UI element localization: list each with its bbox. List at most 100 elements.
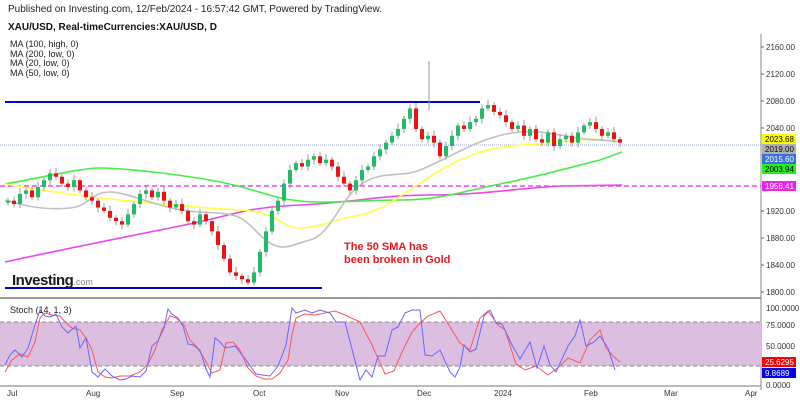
candle (606, 132, 610, 136)
candle (264, 231, 268, 252)
candle (576, 132, 580, 143)
svg-text:1840.00: 1840.00 (766, 261, 795, 270)
candle (156, 191, 160, 198)
svg-text:Sep: Sep (170, 389, 185, 398)
candle (534, 128, 538, 140)
candle (390, 135, 394, 143)
candle (300, 163, 304, 167)
candle (72, 180, 76, 188)
candle (6, 200, 10, 203)
svg-text:2120.00: 2120.00 (766, 70, 795, 79)
annotation-line-1: The 50 SMA has (344, 241, 428, 253)
candle (498, 111, 502, 116)
ma200-line (4, 184, 623, 263)
published-note: Published on Investing.com, 12/Feb/2024 … (8, 4, 382, 15)
candle (132, 204, 136, 215)
candle (144, 190, 148, 194)
candle (432, 135, 436, 143)
candle (114, 217, 118, 222)
candle (180, 204, 184, 211)
candle (588, 122, 592, 126)
svg-text:25.6295: 25.6295 (765, 358, 794, 367)
candle (108, 210, 112, 218)
stoch-axis: 100.0000 75.0000 50.0000 0.0000 (766, 304, 800, 390)
candle (354, 180, 358, 191)
svg-text:Apr: Apr (745, 389, 758, 398)
svg-text:Feb: Feb (584, 389, 598, 398)
stoch-d-line (4, 310, 621, 380)
legend-ma200[interactable]: MA (200, low, 0) (10, 48, 75, 59)
candle (324, 159, 328, 164)
candle (252, 272, 256, 283)
ma50-line (4, 138, 623, 229)
candle (396, 128, 400, 136)
svg-text:0.0000: 0.0000 (766, 381, 791, 390)
candle (570, 135, 574, 143)
stoch-band (0, 322, 761, 366)
svg-text:Nov: Nov (335, 389, 349, 398)
candle (270, 210, 274, 232)
svg-text:100.0000: 100.0000 (766, 304, 800, 313)
svg-text:2019.00: 2019.00 (765, 145, 794, 154)
candle (366, 166, 370, 170)
legend-ma100[interactable]: MA (100, high, 0) (10, 39, 79, 49)
candle (516, 125, 520, 129)
candle (306, 159, 310, 167)
svg-text:75.0000: 75.0000 (766, 321, 795, 330)
candle (18, 193, 22, 205)
candle (582, 125, 586, 133)
stoch-k-line (4, 306, 616, 382)
candle (594, 122, 598, 129)
candle (558, 139, 562, 147)
svg-text:9.8689: 9.8689 (765, 369, 790, 378)
candle (66, 183, 70, 188)
candle (12, 200, 16, 205)
svg-text:1956.41: 1956.41 (765, 182, 794, 191)
candle (426, 135, 430, 140)
ma20-line (4, 130, 623, 248)
candle (48, 173, 52, 181)
candle (462, 125, 466, 129)
candle (414, 108, 418, 129)
candle (330, 159, 334, 167)
candle (486, 105, 490, 109)
svg-text:2003.94: 2003.94 (765, 165, 794, 174)
candle (168, 200, 172, 208)
candle (150, 190, 154, 198)
candle (54, 173, 58, 177)
logo-suffix: .com (73, 277, 93, 287)
candle (288, 169, 292, 184)
svg-text:Mar: Mar (664, 389, 678, 398)
candle (312, 156, 316, 160)
candle (318, 156, 322, 164)
svg-text:2023.68: 2023.68 (765, 135, 794, 144)
candle (84, 190, 88, 198)
candle (216, 231, 220, 246)
svg-text:2080.00: 2080.00 (766, 97, 795, 106)
time-axis: Jul Aug Sep Oct Nov Dec 2024 Feb Mar Apr (7, 389, 758, 398)
candle (90, 197, 94, 201)
candle (618, 139, 622, 143)
candle (420, 128, 424, 140)
candle (540, 139, 544, 143)
candle (30, 190, 34, 198)
candle (384, 142, 388, 150)
candle (126, 214, 130, 225)
candle (162, 191, 166, 201)
annotation-text: The 50 SMA has been broken in Gold (344, 241, 450, 267)
svg-text:2160.00: 2160.00 (766, 43, 795, 52)
candle (234, 272, 238, 276)
legend-ma20[interactable]: MA (20, low, 0) (10, 58, 70, 68)
legend-ma50[interactable]: MA (50, low, 0) (10, 67, 70, 78)
candle (102, 207, 106, 211)
stoch-title: Stoch (14, 1, 3) (10, 305, 72, 315)
candle (210, 221, 214, 232)
svg-text:1880.00: 1880.00 (766, 234, 795, 243)
candlestick-series[interactable] (6, 61, 622, 287)
candle (612, 132, 616, 140)
svg-text:50.0000: 50.0000 (766, 342, 795, 351)
price-axis: 2160.00 2120.00 2080.00 2040.00 1920.00 … (761, 43, 795, 297)
candle (60, 176, 64, 184)
logo-main: Investing (12, 272, 74, 289)
